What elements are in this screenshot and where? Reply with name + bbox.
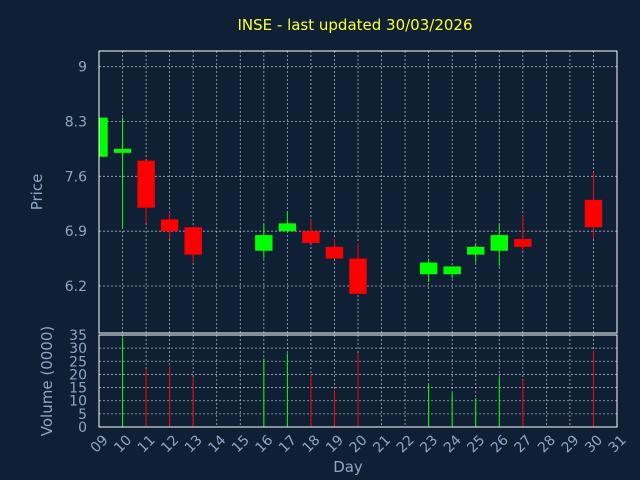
price-axis-label: Price	[28, 174, 46, 211]
price-tick-label: 6.2	[65, 279, 87, 295]
x-tick-label: 13	[182, 432, 206, 456]
x-tick-label: 23	[417, 432, 441, 456]
x-tick-label: 30	[582, 432, 606, 456]
volume-panel-frame	[98, 334, 618, 428]
candle-body	[255, 235, 273, 251]
candle-body	[514, 239, 532, 247]
price-tick-label: 9	[78, 60, 87, 76]
candle-body	[443, 266, 461, 275]
candle-body	[584, 199, 603, 228]
chart-title: INSE - last updated 30/03/2026	[237, 16, 472, 34]
x-tick-label: 26	[488, 432, 512, 456]
x-tick-label: 25	[464, 432, 488, 456]
x-tick-label: 22	[394, 432, 418, 456]
price-panel: 6.2 6.9 7.6 8.3 9	[65, 50, 618, 334]
volume-tick-label: 5	[78, 407, 87, 423]
x-axis-label: Day	[333, 458, 363, 476]
x-tick-label: 12	[158, 432, 182, 456]
candle-body	[160, 219, 179, 232]
x-tick-label: 09	[88, 432, 112, 456]
x-tick-label: 20	[347, 432, 371, 456]
x-axis: 09 10 11 12 13 14 15 16 17 18 19 20 21 22 23 24 25 26 27 28…	[88, 432, 630, 456]
x-tick-label: 11	[135, 432, 159, 456]
price-tick-label: 7.6	[65, 169, 87, 185]
x-tick-label: 16	[253, 432, 277, 456]
candle-body	[419, 262, 438, 275]
x-tick-label: 28	[535, 432, 559, 456]
candle-body	[490, 235, 508, 251]
price-tick-label: 8.3	[65, 115, 87, 131]
candle-body	[113, 148, 132, 153]
x-tick-label: 18	[300, 432, 324, 456]
x-tick-label: 21	[370, 432, 394, 456]
volume-tick-label: 30	[69, 341, 87, 357]
x-tick-label: 17	[276, 432, 300, 456]
volume-tick-label: 35	[69, 328, 87, 344]
price-tick-label: 6.9	[65, 224, 87, 240]
candle-body	[278, 223, 297, 232]
volume-tick-label: 20	[69, 367, 87, 383]
candle-body	[325, 246, 344, 259]
candle-body	[99, 117, 108, 157]
x-tick-label: 29	[559, 432, 583, 456]
x-tick-label: 24	[441, 432, 465, 456]
x-tick-label: 15	[229, 432, 253, 456]
volume-tick-label: 0	[78, 420, 87, 436]
candle-body	[467, 246, 485, 255]
volume-axis-label: Volume (0000)	[38, 326, 56, 436]
x-tick-label: 27	[512, 432, 536, 456]
candle-body	[184, 227, 202, 255]
price-panel-frame	[98, 50, 618, 334]
x-tick-label: 31	[606, 432, 630, 456]
candle-body	[302, 231, 320, 243]
x-tick-label: 19	[323, 432, 347, 456]
x-tick-label: 14	[205, 432, 229, 456]
x-tick-label: 10	[111, 432, 135, 456]
candle-body	[137, 160, 155, 208]
volume-tick-label: 15	[69, 381, 87, 397]
volume-tick-label: 25	[69, 354, 87, 370]
candle-body	[349, 258, 367, 294]
volume-tick-label: 10	[69, 394, 87, 410]
